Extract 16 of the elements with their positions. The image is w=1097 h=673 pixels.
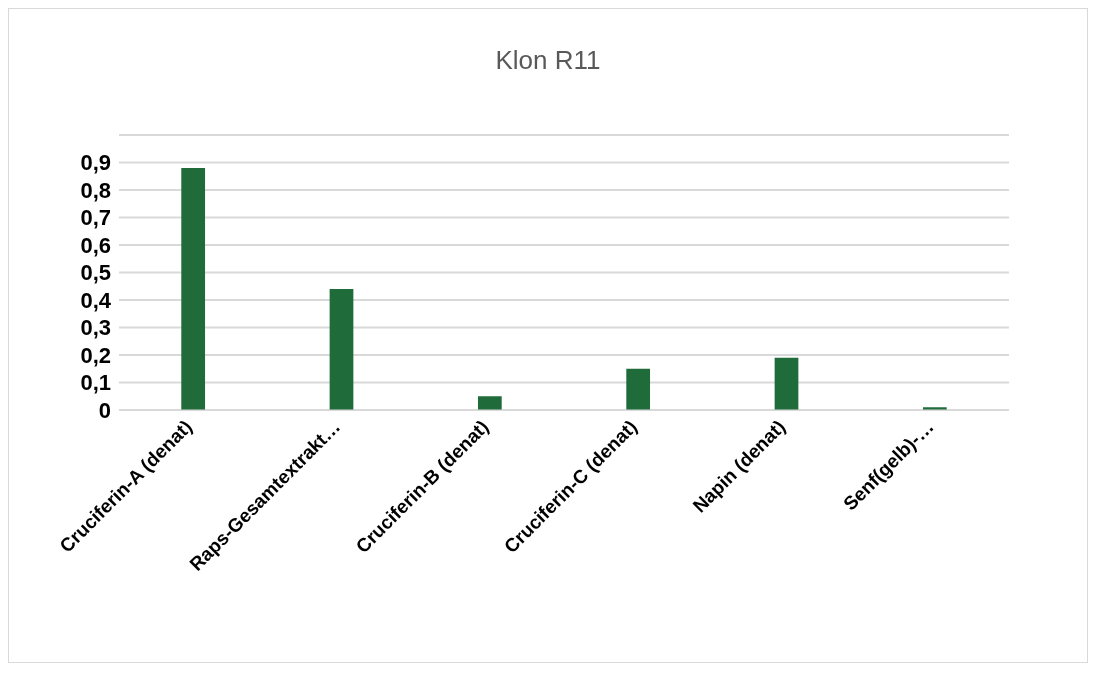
y-tick-label: 0,1	[80, 370, 111, 396]
y-tick-label: 0,3	[80, 315, 111, 341]
y-tick-label: 0,5	[80, 260, 111, 286]
y-tick-label: 0,4	[80, 287, 112, 313]
bar	[626, 368, 651, 410]
y-tick-label: 0,9	[80, 150, 111, 176]
chart-title: Klon R11	[494, 44, 602, 77]
bar	[329, 289, 354, 410]
bar	[477, 396, 502, 410]
y-tick-label: 0	[98, 397, 111, 423]
y-tick-label: 0,2	[80, 342, 111, 368]
y-tick-label: 0,6	[80, 232, 111, 258]
y-tick-label: 0,8	[80, 177, 111, 203]
bar	[181, 168, 206, 410]
bar	[774, 357, 799, 410]
y-tick-label: 0,7	[80, 205, 111, 231]
